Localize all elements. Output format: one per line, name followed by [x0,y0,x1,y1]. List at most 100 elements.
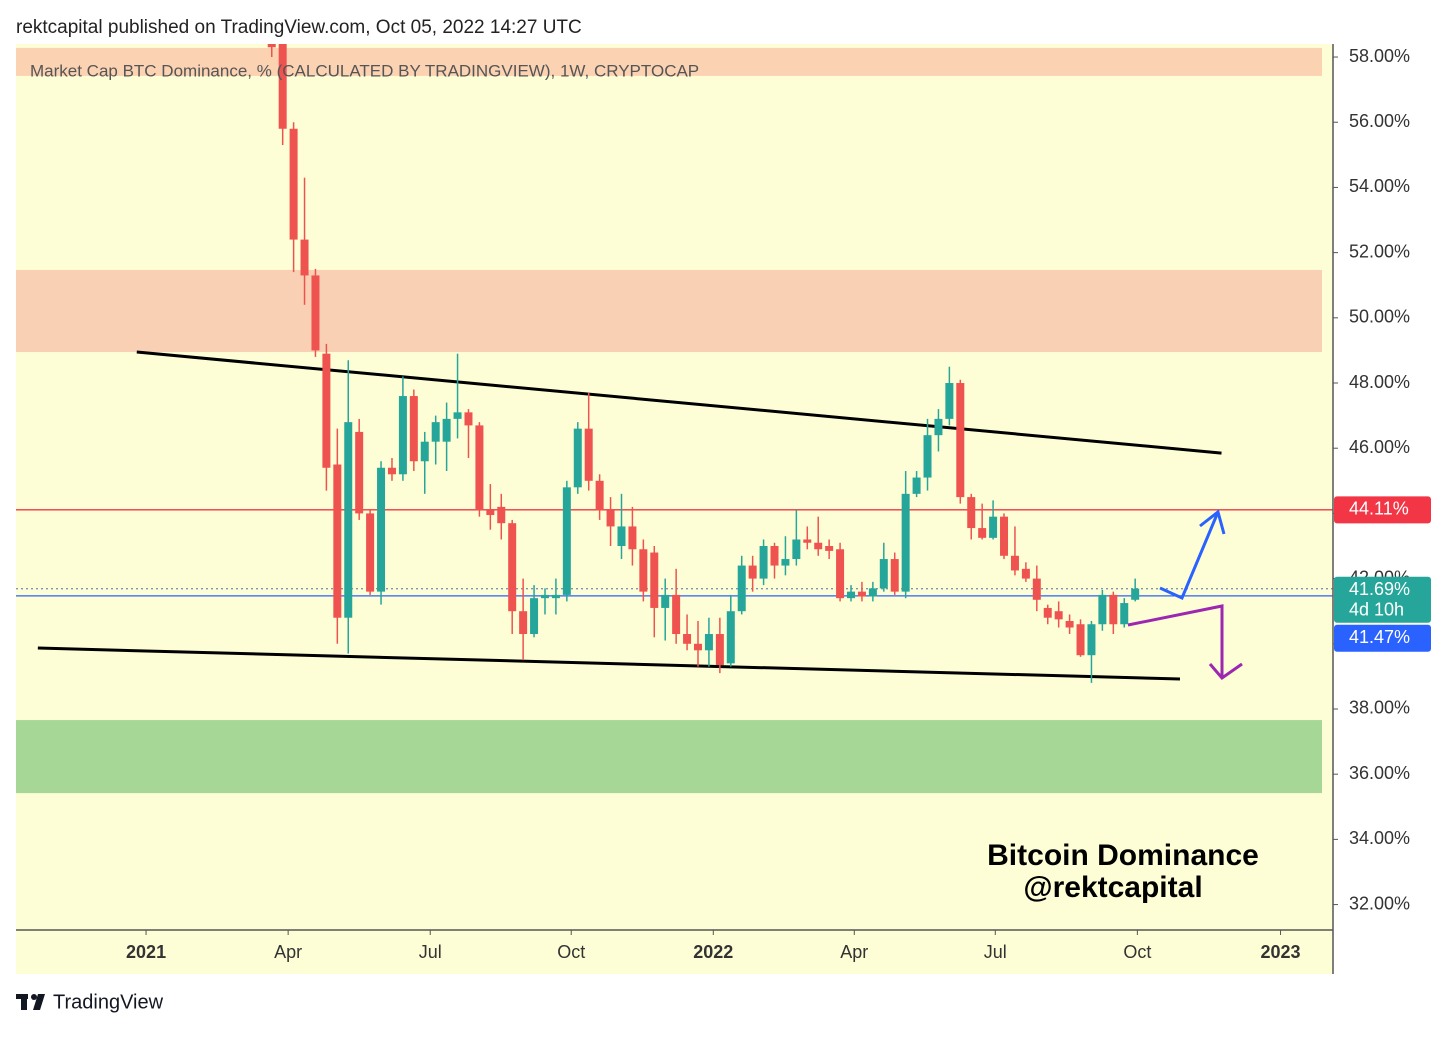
candle-body [595,480,604,511]
candle-body [355,431,364,514]
candle [1000,513,1009,560]
candle-body [868,588,877,597]
candle-body [486,510,495,516]
y-tick-label: 52.00% [1349,241,1410,261]
candle-body [1131,588,1140,600]
candle [398,376,407,481]
candle-body [857,591,866,597]
y-tick-label: 54.00% [1349,176,1410,196]
candle-body [442,418,451,442]
candle [770,542,779,579]
candle [825,539,834,560]
candle-body [847,591,856,599]
candle-body [661,594,670,608]
trend-line [37,646,1181,681]
candle-body [825,546,834,551]
candle [606,497,615,547]
candle-body [672,594,681,635]
candle-body [693,643,702,651]
candle-body [1032,578,1041,600]
candle [519,578,528,661]
candle-body [650,552,659,608]
candle [836,542,845,602]
candle [311,268,320,357]
candle-body [420,441,429,462]
candle [890,552,899,595]
candle-body [967,497,976,529]
y-tick-label: 32.00% [1349,893,1410,913]
price-label: 41.47% [1349,627,1410,647]
candle [1054,601,1063,628]
candle [453,353,462,439]
candle [704,617,713,667]
candle [923,418,932,491]
candle-body [1087,624,1096,656]
y-tick-label: 50.00% [1349,307,1410,327]
candle [322,343,331,491]
candle-body [519,611,528,635]
candle [1032,565,1041,612]
candle [912,471,921,498]
candle [956,379,965,504]
candle [781,536,790,576]
candle-body [704,634,713,651]
candle [978,503,987,540]
candle [355,418,364,520]
candle-body [606,510,615,527]
candle [617,493,626,560]
candle [300,177,309,305]
candle-body [639,549,648,592]
candle [344,360,353,654]
candle-body [453,412,462,419]
x-tick-label: Jul [984,942,1007,962]
candle [803,526,812,550]
overlay [1127,509,1243,681]
candle [366,510,375,595]
y-tick-label: 38.00% [1349,698,1410,718]
plot-area [16,44,1333,794]
candle-body [945,383,954,419]
x-tick-label: Oct [557,942,585,962]
candle [278,44,287,146]
watermark: @rektcapital [1023,871,1202,904]
candle-body [901,493,910,592]
candle-body [551,594,560,599]
candle-body [508,523,517,612]
candle [792,510,801,566]
candle [431,415,440,465]
candle [1120,598,1129,628]
candle [475,422,484,517]
candle-body [737,565,746,612]
candle-body [322,353,331,468]
candle [387,457,396,481]
zone [16,720,1322,794]
watermark: Bitcoin Dominance [987,839,1259,872]
candle [628,506,637,566]
candle [868,581,877,602]
y-tick-label: 36.00% [1349,763,1410,783]
candle [464,409,473,458]
candle [573,422,582,494]
price-label: 44.11% [1349,499,1409,519]
candle [672,568,681,644]
x-tick-label: 2023 [1261,942,1301,962]
candle [1131,578,1140,602]
candle [683,614,692,651]
candle [267,44,276,58]
candle-body [497,506,506,524]
candle-body [1098,594,1107,625]
candle [693,620,702,667]
candle-body [803,539,812,543]
price-label-box [1334,496,1431,524]
candle-body [540,594,549,599]
candle-body [344,422,353,618]
candle-body [398,396,407,475]
candle [530,585,539,638]
x-tick-label: Apr [840,942,868,962]
candle-body [311,275,320,351]
axes: 58.00% 56.00% 54.00% 52.00% 50.00% 48.00% 46.0… [126,46,1431,962]
candle-body [366,513,375,592]
candle [1010,526,1019,576]
chart-background [16,44,1445,974]
candle [420,431,429,494]
